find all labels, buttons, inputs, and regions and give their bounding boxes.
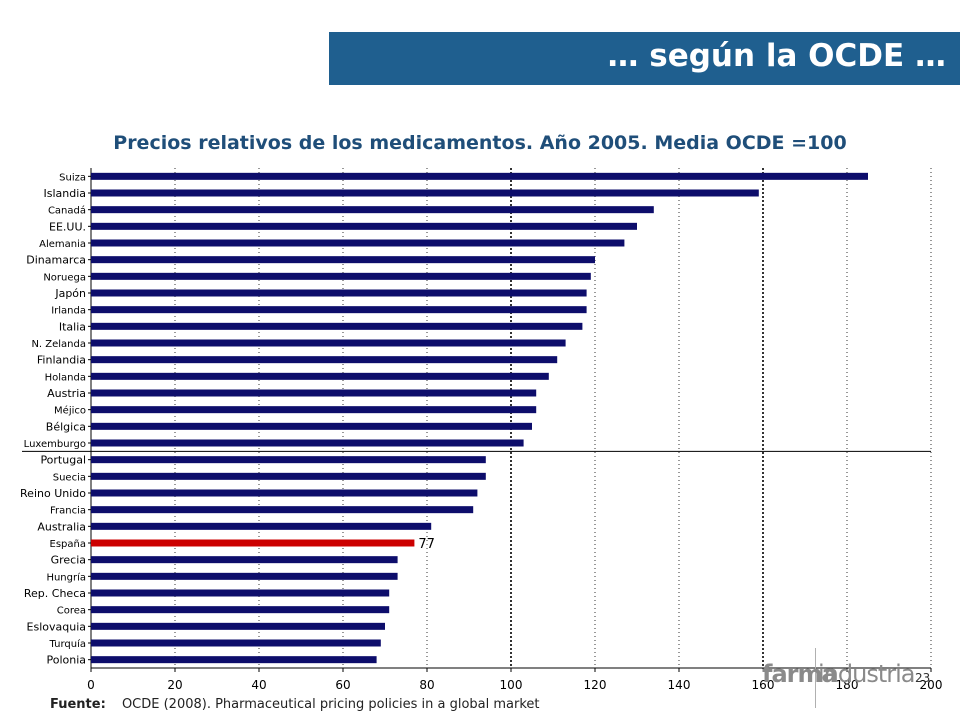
logo-divider [815,648,816,708]
x-tick-label: 100 [500,678,523,692]
category-label: España [50,539,86,550]
category-label: Noruega [43,272,86,283]
bar [91,256,595,264]
category-label: Australia [37,520,86,533]
x-tick-label: 140 [668,678,691,692]
bar [91,506,474,514]
bar [91,656,377,664]
category-label: Suiza [59,172,86,183]
category-label: Reino Unido [20,487,86,500]
bar [91,606,390,614]
bar [91,206,654,214]
bar [91,489,478,497]
category-label: Bélgica [46,420,86,433]
x-tick-label: 160 [752,678,775,692]
category-label: Portugal [40,454,86,467]
bar [91,639,381,647]
logo-text-farma: farma [762,660,838,688]
category-label: Polonia [46,654,86,667]
chart-title: Precios relativos de los medicamentos. A… [113,132,847,154]
category-label: Finlandia [37,354,86,367]
bar [91,439,524,447]
bar [91,239,625,247]
bar [91,472,486,480]
x-tick-label: 200 [920,678,943,692]
x-tick-label: 80 [419,678,434,692]
bar [91,272,591,280]
category-label: Turquía [49,638,86,650]
bar [91,189,759,197]
bar [91,289,587,297]
title-banner: … según la OCDE … [329,32,960,85]
category-label: Suecia [53,472,86,483]
bar [91,356,558,364]
category-label: Dinamarca [26,254,86,267]
category-label: Alemania [39,239,86,250]
category-label: Austria [47,387,86,400]
bar [91,222,637,230]
category-label: Islandia [43,187,86,200]
category-label: Japón [54,287,86,300]
bar [91,539,415,547]
source-text: OCDE (2008). Pharmaceutical pricing poli… [121,697,540,712]
logo-text-industria: industria [818,660,915,688]
category-label: N. Zelanda [31,339,86,350]
category-label: Luxemburgo [24,439,86,450]
category-label: Francia [50,506,86,517]
bar [91,322,583,330]
source-note: Fuente: OCDE (2008). Pharmaceutical pric… [50,697,540,712]
bar [91,522,432,530]
x-tick-label: 0 [87,678,95,692]
bar [91,172,868,180]
category-label: Eslovaquia [27,620,86,633]
category-label: Grecia [51,554,86,567]
category-label: Hungría [46,571,86,583]
bar [91,372,549,380]
page-number: 23 [915,671,931,685]
x-tick-label: 120 [584,678,607,692]
bar [91,389,537,397]
data-label: 77 [418,537,435,552]
category-label: Méjico [54,405,86,417]
category-label: Rep. Checa [24,587,86,600]
category-label: EE.UU. [49,220,86,233]
x-tick-label: 40 [251,678,266,692]
bar [91,572,398,580]
category-label: Canadá [48,205,86,217]
category-label: Holanda [45,372,86,383]
bar [91,406,537,414]
category-label: Corea [57,606,86,617]
x-tick-label: 20 [167,678,182,692]
x-tick-label: 180 [836,678,859,692]
x-tick-label: 60 [335,678,350,692]
bar [91,339,566,347]
bar [91,456,486,464]
bar [91,622,385,630]
slide-title: … según la OCDE … [607,38,946,74]
source-label: Fuente: [50,697,106,712]
bar [91,589,390,597]
bar [91,556,398,564]
category-label: Italia [59,320,86,333]
bar [91,422,532,430]
category-label: Irlanda [51,306,86,317]
bar [91,306,587,314]
